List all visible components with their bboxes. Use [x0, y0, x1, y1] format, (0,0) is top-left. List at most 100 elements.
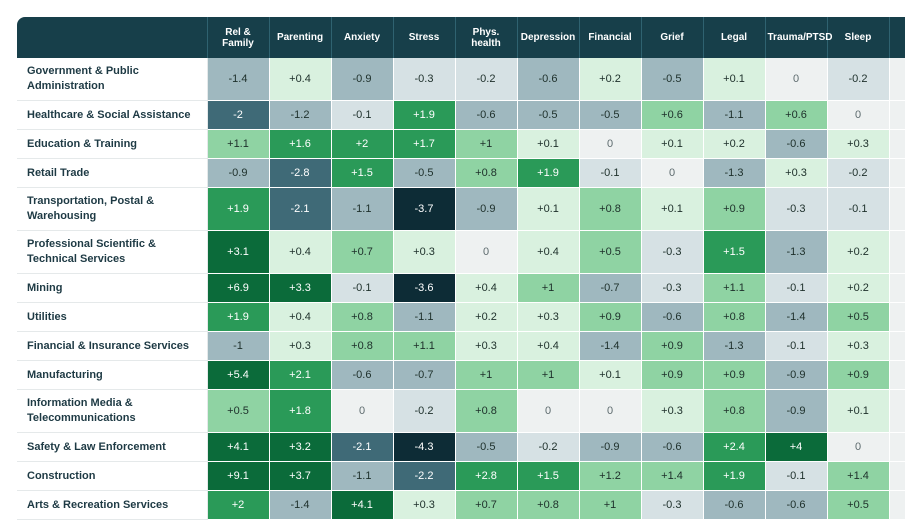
heatmap-cell[interactable]: -2 [207, 100, 270, 130]
heatmap-cell[interactable]: 0 [641, 158, 704, 188]
heatmap-cell[interactable]: -0.5 [641, 58, 704, 101]
heatmap-cell[interactable]: +0.2 [703, 129, 766, 159]
heatmap-cell[interactable]: +1.1 [393, 331, 456, 361]
heatmap-cell[interactable]: -0.1 [765, 331, 828, 361]
heatmap-cell[interactable]: +1.9 [207, 302, 270, 332]
heatmap-cell[interactable]: -1.2 [269, 100, 332, 130]
heatmap-cell[interactable]: +0.8 [331, 331, 394, 361]
heatmap-cell[interactable]: -0.1 [765, 461, 828, 491]
heatmap-cell[interactable]: +1.9 [703, 461, 766, 491]
heatmap-cell[interactable] [889, 158, 905, 188]
heatmap-cell[interactable]: +1.2 [579, 461, 642, 491]
heatmap-cell[interactable]: +1.5 [517, 461, 580, 491]
heatmap-cell[interactable]: -0.6 [331, 360, 394, 390]
heatmap-cell[interactable]: +0.3 [517, 302, 580, 332]
heatmap-cell[interactable]: +0.1 [827, 389, 890, 433]
heatmap-cell[interactable]: +0.5 [207, 389, 270, 433]
heatmap-cell[interactable]: +1.9 [393, 100, 456, 130]
heatmap-cell[interactable] [889, 273, 905, 303]
column-header[interactable]: Sleep [827, 17, 890, 58]
heatmap-cell[interactable] [889, 331, 905, 361]
heatmap-cell[interactable]: +9.1 [207, 461, 270, 491]
heatmap-cell[interactable]: -1.1 [703, 100, 766, 130]
heatmap-cell[interactable]: +1.5 [703, 230, 766, 274]
heatmap-cell[interactable]: +3.7 [269, 461, 332, 491]
heatmap-cell[interactable]: 0 [455, 230, 518, 274]
heatmap-cell[interactable]: -0.9 [207, 158, 270, 188]
heatmap-cell[interactable]: +6.9 [207, 273, 270, 303]
heatmap-cell[interactable]: 0 [579, 129, 642, 159]
heatmap-cell[interactable]: +1.1 [207, 129, 270, 159]
heatmap-cell[interactable]: -0.6 [765, 129, 828, 159]
heatmap-cell[interactable]: +0.4 [269, 302, 332, 332]
heatmap-cell[interactable]: +1 [455, 360, 518, 390]
heatmap-cell[interactable]: -1.4 [207, 58, 270, 101]
heatmap-cell[interactable]: -2.8 [269, 158, 332, 188]
heatmap-cell[interactable]: +1.9 [517, 158, 580, 188]
heatmap-cell[interactable] [889, 490, 905, 520]
heatmap-cell[interactable]: -2.2 [393, 461, 456, 491]
heatmap-cell[interactable]: -0.1 [331, 100, 394, 130]
heatmap-cell[interactable]: +0.9 [641, 360, 704, 390]
heatmap-cell[interactable]: -0.5 [455, 432, 518, 462]
heatmap-cell[interactable] [889, 230, 905, 274]
heatmap-cell[interactable]: +0.2 [827, 273, 890, 303]
column-header[interactable]: Grief [641, 17, 704, 58]
heatmap-cell[interactable]: -0.6 [517, 58, 580, 101]
heatmap-cell[interactable]: +2 [331, 129, 394, 159]
heatmap-cell[interactable]: +0.4 [517, 230, 580, 274]
heatmap-cell[interactable]: +0.2 [455, 302, 518, 332]
heatmap-cell[interactable]: +1.7 [393, 129, 456, 159]
heatmap-cell[interactable]: +4.1 [331, 490, 394, 520]
heatmap-cell[interactable]: -0.3 [393, 58, 456, 101]
heatmap-cell[interactable]: +0.4 [517, 331, 580, 361]
heatmap-cell[interactable]: +0.3 [827, 129, 890, 159]
heatmap-cell[interactable]: -0.2 [455, 58, 518, 101]
heatmap-cell[interactable]: -0.6 [641, 432, 704, 462]
heatmap-cell[interactable]: +3.1 [207, 230, 270, 274]
heatmap-cell[interactable]: -1.4 [579, 331, 642, 361]
heatmap-cell[interactable]: -2.1 [269, 187, 332, 231]
heatmap-cell[interactable]: -1 [207, 331, 270, 361]
heatmap-cell[interactable]: -0.9 [765, 360, 828, 390]
heatmap-cell[interactable]: +0.6 [641, 100, 704, 130]
heatmap-cell[interactable]: -1.3 [703, 158, 766, 188]
heatmap-cell[interactable]: -2.1 [331, 432, 394, 462]
heatmap-cell[interactable]: -0.3 [641, 230, 704, 274]
heatmap-cell[interactable] [889, 187, 905, 231]
heatmap-cell[interactable]: +2 [207, 490, 270, 520]
heatmap-cell[interactable] [889, 100, 905, 130]
heatmap-cell[interactable]: -0.9 [331, 58, 394, 101]
heatmap-cell[interactable]: -0.7 [579, 273, 642, 303]
heatmap-cell[interactable]: +0.7 [331, 230, 394, 274]
heatmap-cell[interactable]: -1.1 [331, 461, 394, 491]
heatmap-cell[interactable]: +1.5 [331, 158, 394, 188]
heatmap-cell[interactable]: +0.4 [269, 58, 332, 101]
heatmap-cell[interactable]: -0.2 [517, 432, 580, 462]
heatmap-cell[interactable]: +0.1 [641, 187, 704, 231]
heatmap-cell[interactable]: -0.9 [765, 389, 828, 433]
heatmap-cell[interactable]: 0 [331, 389, 394, 433]
heatmap-cell[interactable]: +1.4 [641, 461, 704, 491]
column-header[interactable]: Depression [517, 17, 580, 58]
heatmap-cell[interactable]: +1.4 [827, 461, 890, 491]
heatmap-cell[interactable]: -0.6 [703, 490, 766, 520]
heatmap-cell[interactable]: -1.1 [393, 302, 456, 332]
heatmap-cell[interactable]: +0.4 [269, 230, 332, 274]
heatmap-cell[interactable]: -0.5 [579, 100, 642, 130]
heatmap-cell[interactable]: +0.8 [331, 302, 394, 332]
heatmap-cell[interactable]: +0.9 [641, 331, 704, 361]
heatmap-cell[interactable]: -3.7 [393, 187, 456, 231]
column-header[interactable]: Legal [703, 17, 766, 58]
heatmap-cell[interactable]: -0.2 [827, 58, 890, 101]
heatmap-cell[interactable] [889, 360, 905, 390]
heatmap-cell[interactable]: +0.1 [517, 129, 580, 159]
heatmap-cell[interactable]: +0.9 [827, 360, 890, 390]
heatmap-cell[interactable]: +0.5 [827, 302, 890, 332]
heatmap-cell[interactable]: -0.3 [641, 490, 704, 520]
heatmap-cell[interactable]: +0.8 [517, 490, 580, 520]
heatmap-cell[interactable]: +1 [455, 129, 518, 159]
heatmap-cell[interactable]: -4.3 [393, 432, 456, 462]
heatmap-cell[interactable]: 0 [517, 389, 580, 433]
heatmap-cell[interactable]: +0.8 [703, 389, 766, 433]
